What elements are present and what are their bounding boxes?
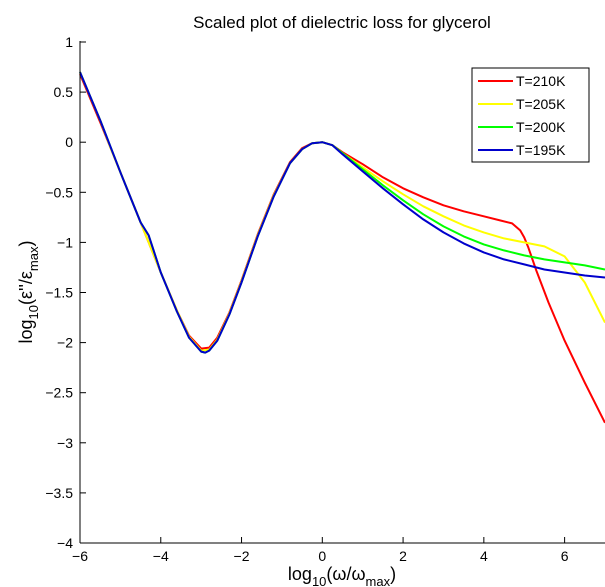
x-tick-label: 0 [318, 548, 326, 564]
y-axis-label: log10(ε''/εmax) [16, 241, 41, 344]
x-label-sub1: 10 [312, 574, 326, 587]
y-tick-label: −3.5 [45, 485, 73, 501]
legend-label-t200: T=200K [516, 119, 566, 135]
y-tick-label: −1 [57, 234, 73, 250]
x-tick-label: 4 [480, 548, 488, 564]
x-tick-label: −6 [72, 548, 88, 564]
chart-title: Scaled plot of dielectric loss for glyce… [193, 13, 491, 32]
x-tick-label: −2 [234, 548, 250, 564]
y-tick-label: −0.5 [45, 184, 73, 200]
series-line-t-195k [79, 71, 605, 354]
y-tick-label: 0.5 [54, 84, 74, 100]
y-label-mid: (ε''/ε [16, 271, 36, 305]
y-tick-label: −2 [57, 335, 73, 351]
x-label-post: ) [390, 564, 396, 584]
legend: T=210K T=205K T=200K T=195K [471, 67, 590, 163]
y-label-sub1: 10 [26, 305, 41, 319]
legend-box [471, 67, 590, 163]
y-tick-label: −4 [57, 535, 73, 551]
y-tick-label: −2.5 [45, 385, 73, 401]
x-axis-label: log10(ω/ωmax) [288, 564, 396, 587]
x-tick-label: 6 [561, 548, 569, 564]
legend-label-t210: T=210K [516, 73, 566, 89]
y-tick-label: 0 [65, 134, 73, 150]
x-label-mid: (ω/ω [326, 564, 365, 584]
x-tick-label: 2 [399, 548, 407, 564]
legend-label-t205: T=205K [516, 96, 566, 112]
y-tick-label: −3 [57, 435, 73, 451]
legend-label-t195: T=195K [516, 142, 566, 158]
x-tick-label: −4 [153, 548, 169, 564]
series-layer [79, 71, 605, 424]
y-label-sub2: max [26, 246, 41, 271]
tick-layer: −6 −4 −2 0 2 4 610.50−0.5−1−1.5−2−2.5−3−3.5−4 [45, 34, 568, 564]
y-label-post: ) [16, 241, 36, 247]
y-tick-label: −1.5 [45, 285, 73, 301]
x-label-sub2: max [366, 574, 391, 587]
y-label-pre: log [16, 319, 36, 343]
x-label-pre: log [288, 564, 312, 584]
y-tick-label: 1 [65, 34, 73, 50]
